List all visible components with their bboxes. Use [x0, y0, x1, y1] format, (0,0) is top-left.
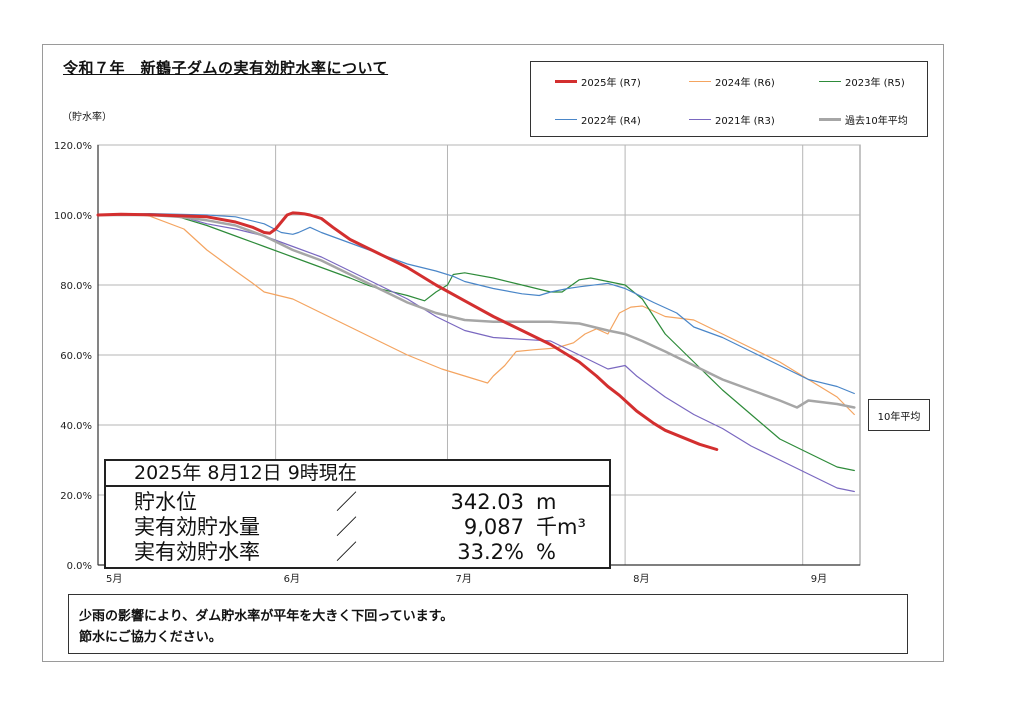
legend-item-2025: 2025年 (R7): [555, 74, 641, 89]
info-key: 実有効貯水量: [134, 515, 260, 539]
x-tick-label: 5月: [106, 573, 122, 585]
info-key: 実有効貯水率: [134, 540, 260, 564]
legend-swatch: [689, 119, 711, 120]
series-line: [97, 213, 855, 395]
report-sheet: [42, 44, 944, 662]
legend-swatch: [689, 81, 711, 82]
y-tick-label: 100.0%: [54, 211, 92, 222]
legend-label: 2024年 (R6): [715, 78, 775, 89]
info-row-rate: 実有効貯水率 ／ 33.2% %: [134, 539, 604, 565]
x-tick-label: 8月: [633, 573, 649, 585]
info-row-volume: 実有効貯水量 ／ 9,087 千m³: [134, 514, 604, 540]
info-unit: m: [536, 490, 557, 514]
info-sep: ／: [336, 490, 357, 514]
legend-swatch: [555, 80, 577, 83]
info-date: 2025年 8月12日 9時現在: [134, 462, 357, 484]
y-tick-label: 0.0%: [67, 561, 92, 572]
legend-item-2022: 2022年 (R4): [555, 112, 641, 127]
legend-item-2021: 2021年 (R3): [689, 112, 775, 127]
x-tick-label: 7月: [455, 573, 471, 585]
page-title: 令和７年 新鶴子ダムの実有効貯水率について: [63, 59, 389, 77]
info-value: 9,087: [463, 515, 524, 539]
legend-item-2024: 2024年 (R6): [689, 74, 775, 89]
legend-swatch: [819, 81, 841, 82]
legend-label: 過去10年平均: [845, 116, 908, 127]
status-info-box: 2025年 8月12日 9時現在 貯水位 ／ 342.03 m 実有効貯水量 ／…: [104, 459, 611, 569]
info-key: 貯水位: [134, 490, 197, 514]
y-tick-label: 120.0%: [54, 141, 92, 152]
notice-box: 少雨の影響により、ダム貯水率が平年を大きく下回っています。 節水にご協力ください…: [68, 594, 908, 654]
x-tick-label: 9月: [811, 573, 827, 585]
y-tick-label: 60.0%: [60, 351, 92, 362]
notice-line-1: 少雨の影響により、ダム貯水率が平年を大きく下回っています。: [79, 609, 454, 624]
legend-item-2023: 2023年 (R5): [819, 74, 905, 89]
info-row-water-level: 貯水位 ／ 342.03 m: [134, 489, 604, 515]
series-line: [97, 213, 855, 493]
notice-line-2: 節水にご協力ください。: [79, 630, 222, 645]
info-date-row: 2025年 8月12日 9時現在: [106, 461, 609, 487]
legend-label: 2025年 (R7): [581, 78, 641, 89]
y-tick-label: 80.0%: [60, 281, 92, 292]
info-sep: ／: [336, 540, 357, 564]
legend-swatch: [555, 119, 577, 120]
legend-label: 2021年 (R3): [715, 116, 775, 127]
info-value: 33.2%: [457, 540, 524, 564]
series-line: [96, 211, 719, 451]
info-sep: ／: [336, 515, 357, 539]
legend-label: 2022年 (R4): [581, 116, 641, 127]
avg-callout-label: 10年平均: [868, 399, 930, 431]
legend-item-10yr-avg: 過去10年平均: [819, 112, 908, 127]
info-unit: 千m³: [536, 515, 586, 539]
legend-label: 2023年 (R5): [845, 78, 905, 89]
y-axis-unit-label: （貯水率）: [62, 112, 112, 123]
info-value: 342.03: [450, 490, 524, 514]
series-line: [97, 213, 855, 416]
y-tick-label: 40.0%: [60, 421, 92, 432]
legend-swatch: [819, 118, 841, 121]
series-line: [96, 213, 856, 409]
y-tick-label: 20.0%: [60, 491, 92, 502]
x-tick-label: 6月: [284, 573, 300, 585]
chart-legend: 2025年 (R7) 2024年 (R6) 2023年 (R5) 2022年 (…: [530, 61, 928, 137]
info-unit: %: [536, 540, 556, 564]
